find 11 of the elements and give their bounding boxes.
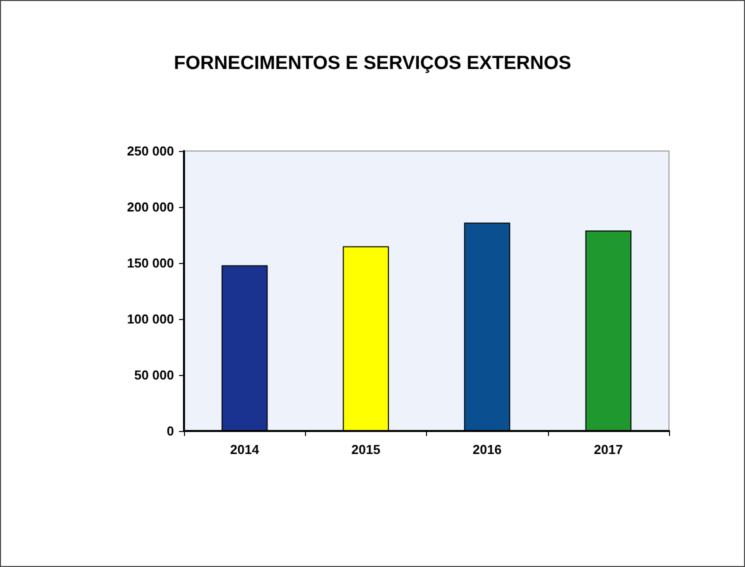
y-tick-label: 150 000: [127, 256, 174, 270]
y-tick-label: 200 000: [127, 200, 174, 214]
x-tick-label: 2015: [351, 442, 380, 457]
y-tick-label: 250 000: [127, 144, 174, 158]
x-tick-label: 2017: [594, 442, 623, 457]
y-tick-label: 0: [166, 424, 174, 438]
chart-title: FORNECIMENTOS E SERVIÇOS EXTERNOS: [174, 53, 572, 74]
y-tick-label: 100 000: [127, 312, 174, 326]
y-tick-label: 50 000: [134, 368, 174, 382]
x-tick-label: 2014: [230, 442, 260, 457]
x-tick-label: 2016: [472, 442, 502, 457]
